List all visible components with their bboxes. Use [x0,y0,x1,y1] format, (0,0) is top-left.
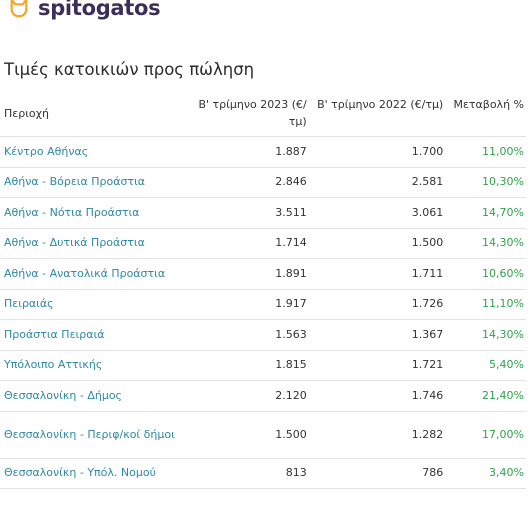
q2-2023-cell: 2.846 [189,167,309,198]
change-cell: 17,00% [445,411,526,459]
q2-2022-cell: 1.711 [308,258,446,290]
price-table: Περιοχή Β' τρίμηνο 2023 (€/τμ) Β' τρίμην… [0,90,526,489]
change-cell: 14,30% [445,319,526,351]
brand-logo[interactable]: spitogatos [8,0,161,20]
table-row: Αθήνα - Βόρεια Προάστια 2.846 2.581 10,3… [0,167,526,198]
q2-2022-cell: 1.721 [308,350,446,381]
q2-2022-cell: 786 [308,458,446,489]
q2-2023-cell: 1.714 [189,228,309,259]
region-cell: Θεσσαλονίκη - Υπόλ. Νομού [0,458,190,489]
region-cell: Προάστια Πειραιά [0,319,190,351]
q2-2022-cell: 1.367 [308,319,446,351]
q2-2023-cell: 813 [189,458,309,489]
table-row: Κέντρο Αθήνας 1.887 1.700 11,00% [0,136,526,168]
region-cell: Κέντρο Αθήνας [0,136,190,168]
region-cell: Υπόλοιπο Αττικής [0,350,190,381]
table-row: Υπόλοιπο Αττικής 1.815 1.721 5,40% [0,350,526,381]
table-row: Πειραιάς 1.917 1.726 11,10% [0,289,526,320]
change-cell: 14,70% [445,197,526,229]
q2-2022-cell: 1.726 [308,289,446,320]
region-link[interactable]: Αθήνα - Δυτικά Προάστια [4,236,145,250]
q2-2022-cell: 1.500 [308,228,446,259]
region-link[interactable]: Θεσσαλονίκη - Δήμος [4,388,123,402]
change-cell: 14,30% [445,228,526,259]
region-link[interactable]: Πειραιάς [4,297,54,311]
region-link[interactable]: Θεσσαλονίκη - Υπόλ. Νομού [4,466,156,480]
table-row: Θεσσαλονίκη - Δήμος 2.120 1.746 21,40% [0,380,526,412]
q2-2022-cell: 2.581 [308,167,446,198]
change-cell: 10,30% [445,167,526,198]
q2-2023-cell: 2.120 [189,380,309,412]
region-cell: Θεσσαλονίκη - Περιφ/κοί δήμοι [0,411,190,459]
change-cell: 3,40% [445,458,526,489]
region-link[interactable]: Θεσσαλονίκη - Περιφ/κοί δήμοι [4,427,175,441]
q2-2023-cell: 1.917 [189,289,309,320]
q2-2023-cell: 1.887 [189,136,309,168]
table-row: Θεσσαλονίκη - Περιφ/κοί δήμοι 1.500 1.28… [0,411,526,459]
region-link[interactable]: Υπόλοιπο Αττικής [4,358,103,372]
header-region: Περιοχή [0,90,190,137]
region-link[interactable]: Κέντρο Αθήνας [4,144,89,158]
q2-2022-cell: 1.746 [308,380,446,412]
q2-2023-cell: 1.563 [189,319,309,351]
table-row: Αθήνα - Ανατολικά Προάστια 1.891 1.711 1… [0,258,526,290]
q2-2022-cell: 3.061 [308,197,446,229]
table-row: Αθήνα - Νότια Προάστια 3.511 3.061 14,70… [0,197,526,229]
change-cell: 10,60% [445,258,526,290]
region-cell: Πειραιάς [0,289,190,320]
change-cell: 11,10% [445,289,526,320]
table-header-row: Περιοχή Β' τρίμηνο 2023 (€/τμ) Β' τρίμην… [0,90,526,137]
region-cell: Αθήνα - Βόρεια Προάστια [0,167,190,198]
table-row: Προάστια Πειραιά 1.563 1.367 14,30% [0,319,526,351]
q2-2022-cell: 1.282 [308,411,446,459]
table-body: Κέντρο Αθήνας 1.887 1.700 11,00% Αθήνα -… [0,136,526,489]
q2-2023-cell: 1.815 [189,350,309,381]
region-link[interactable]: Αθήνα - Βόρεια Προάστια [4,175,146,189]
region-cell: Αθήνα - Ανατολικά Προάστια [0,258,190,290]
region-link[interactable]: Αθήνα - Ανατολικά Προάστια [4,266,166,280]
table-title: Τιμές κατοικιών προς πώληση [4,60,255,79]
change-cell: 11,00% [445,136,526,168]
region-cell: Θεσσαλονίκη - Δήμος [0,380,190,412]
cat-icon [10,0,28,18]
change-cell: 5,40% [445,350,526,381]
q2-2023-cell: 3.511 [189,197,309,229]
q2-2023-cell: 1.500 [189,411,309,459]
region-link[interactable]: Προάστια Πειραιά [4,327,105,341]
q2-2023-cell: 1.891 [189,258,309,290]
header-change: Μεταβολή % [445,90,526,137]
table-row: Θεσσαλονίκη - Υπόλ. Νομού 813 786 3,40% [0,458,526,489]
table-row: Αθήνα - Δυτικά Προάστια 1.714 1.500 14,3… [0,228,526,259]
change-cell: 21,40% [445,380,526,412]
brand-name: spitogatos [38,0,161,20]
region-link[interactable]: Αθήνα - Νότια Προάστια [4,205,140,219]
header-q2-2022: Β' τρίμηνο 2022 (€/τμ) [308,90,446,137]
region-cell: Αθήνα - Δυτικά Προάστια [0,228,190,259]
region-cell: Αθήνα - Νότια Προάστια [0,197,190,229]
header-q2-2023: Β' τρίμηνο 2023 (€/τμ) [189,90,309,137]
q2-2022-cell: 1.700 [308,136,446,168]
